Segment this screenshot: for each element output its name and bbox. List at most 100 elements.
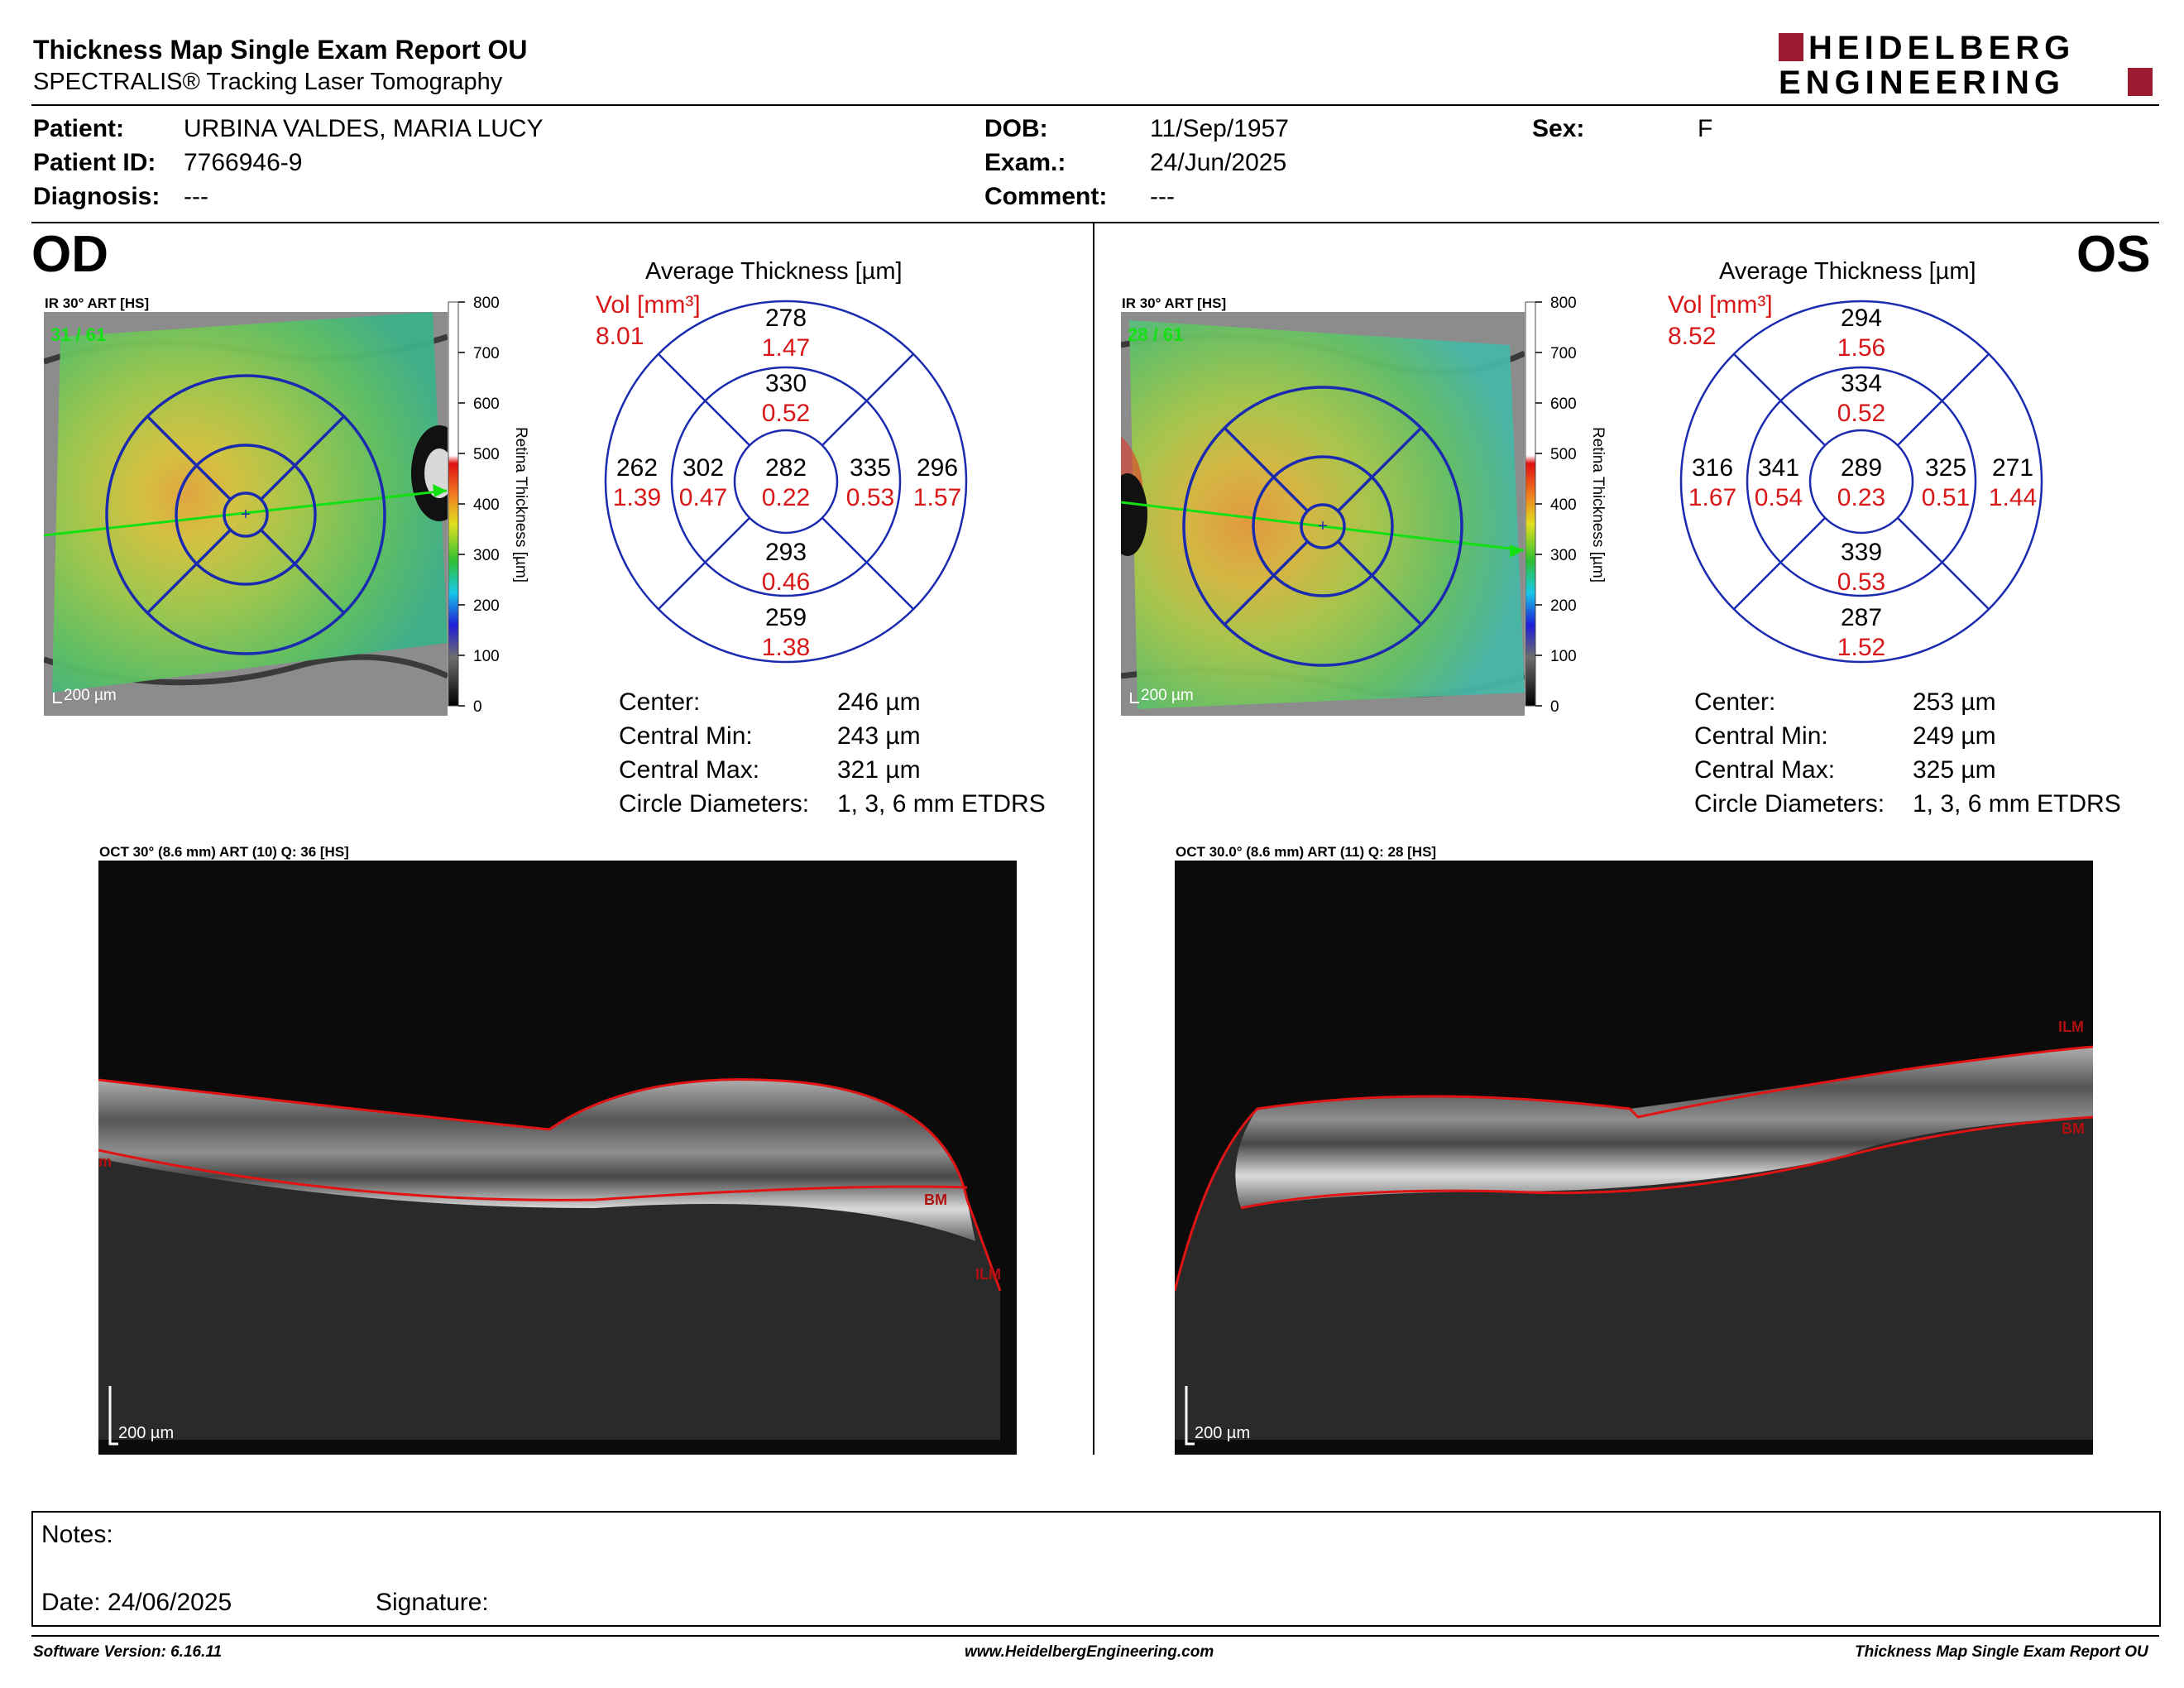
patient-name: URBINA VALDES, MARIA LUCY [184, 115, 544, 142]
cb-tick: 100 [1550, 648, 1577, 665]
heidelberg-logo: HEIDELBERG ENGINEERING [1779, 30, 2159, 104]
cb-tick: 100 [473, 648, 500, 665]
logo-line2: ENGINEERING [1779, 65, 2066, 101]
od-thickness-map: + 31 / 61 200 µm [44, 312, 448, 716]
dob-label: DOB: [984, 115, 1048, 142]
os-inner-left: 341 [1758, 454, 1799, 482]
header-divider [31, 104, 2159, 106]
os-stat-label: Center: [1694, 688, 1776, 716]
os-center: 289 [1841, 454, 1882, 482]
od-stat-value: 321 µm [837, 756, 921, 784]
os-vol-value: 8.52 [1668, 323, 1717, 350]
os-outer-right: 271 [1992, 454, 2033, 482]
os-stat-label: Central Min: [1694, 722, 1828, 750]
cb-tick: 700 [1550, 345, 1577, 362]
sex-label: Sex: [1532, 115, 1585, 142]
cb-tick: 200 [1550, 597, 1577, 615]
cb-tick: 0 [1550, 698, 1559, 716]
os-ir-label: IR 30° ART [HS] [1122, 295, 1227, 311]
os-inner-right: 325 [1925, 454, 1966, 482]
os-ir-scale: 200 µm [1141, 687, 1194, 704]
od-oct-scale: 200 µm [118, 1424, 174, 1442]
colorbar-title: Retina Thickness [µm] [512, 427, 529, 583]
od-inner-right: 335 [850, 454, 891, 482]
patient-id-label: Patient ID: [33, 149, 156, 176]
od-grid-title: Average Thickness [µm] [645, 258, 903, 285]
os-ir-overlay: 28 / 61 [1128, 324, 1183, 345]
software-version: Software Version: 6.16.11 [33, 1643, 223, 1661]
center-divider [1093, 223, 1094, 1455]
logo-square-top [1779, 33, 1803, 61]
cb-tick: 400 [473, 496, 500, 514]
os-outer-left-vol: 1.67 [1688, 484, 1736, 511]
os-outer-right-vol: 1.44 [1989, 484, 2037, 511]
cb-tick: 500 [473, 446, 500, 463]
od-inner-inf-vol: 0.46 [762, 568, 810, 596]
os-seg-bm: BM [2062, 1120, 2085, 1137]
notes-box[interactable]: Notes: Date: 24/06/2025 Signature: [31, 1511, 2161, 1627]
od-stat-label: Circle Diameters: [619, 790, 810, 818]
os-inner-sup-vol: 0.52 [1837, 400, 1885, 427]
od-outer-right: 296 [917, 454, 958, 482]
logo-square-bottom [2128, 68, 2153, 96]
os-seg-ilm: ILM [2058, 1019, 2084, 1035]
od-outer-inf-vol: 1.38 [762, 634, 810, 661]
os-vol-label: Vol [mm³] [1668, 291, 1773, 319]
svg-text:+: + [241, 506, 251, 524]
od-stat-value: 246 µm [837, 688, 921, 716]
website-link[interactable]: www.HeidelbergEngineering.com [965, 1643, 1214, 1661]
os-inner-right-vol: 0.51 [1922, 484, 1970, 511]
os-grid-title: Average Thickness [µm] [1719, 258, 1976, 285]
cb-tick: 500 [1550, 446, 1577, 463]
os-stat-label: Circle Diameters: [1694, 790, 1885, 818]
cb-tick: 600 [473, 396, 500, 413]
cb-tick: 700 [473, 345, 500, 362]
patient-label: Patient: [33, 115, 125, 142]
os-oct-label: OCT 30.0° (8.6 mm) ART (11) Q: 28 [HS] [1176, 844, 1437, 860]
signature-label: Signature: [376, 1589, 489, 1616]
footer-divider [31, 1635, 2159, 1637]
logo-line1: HEIDELBERG [1808, 30, 2076, 66]
os-inner-left-vol: 0.54 [1755, 484, 1803, 511]
notes-label: Notes: [41, 1521, 113, 1548]
report-title: Thickness Map Single Exam Report OU [33, 35, 528, 65]
cb-tick: 600 [1550, 396, 1577, 413]
comment-label: Comment: [984, 183, 1108, 210]
od-inner-left: 302 [682, 454, 724, 482]
od-inner-right-vol: 0.53 [846, 484, 894, 511]
od-seg-left: m [98, 1153, 112, 1170]
od-etdrs-grid: 278 1.47 330 0.52 262 1.39 302 0.47 282 … [604, 300, 968, 664]
od-colorbar: 800 700 600 500 400 300 200 100 0 Retina… [448, 295, 529, 716]
os-outer-inf: 287 [1841, 604, 1882, 631]
os-eye-label: OS [2076, 226, 2151, 283]
cb-tick: 300 [1550, 547, 1577, 564]
cb-tick: 200 [473, 597, 500, 615]
od-center-vol: 0.22 [762, 484, 810, 511]
od-stat-label: Center: [619, 688, 701, 716]
os-outer-left: 316 [1692, 454, 1733, 482]
od-stat-value: 1, 3, 6 mm ETDRS [837, 790, 1046, 818]
os-etdrs-grid: 294 1.56 334 0.52 316 1.67 341 0.54 289 … [1679, 300, 2043, 664]
cb-tick: 0 [473, 698, 482, 716]
os-outer-sup: 294 [1841, 305, 1882, 332]
od-oct-label: OCT 30° (8.6 mm) ART (10) Q: 36 [HS] [99, 844, 349, 860]
od-ir-overlay: 31 / 61 [50, 324, 106, 345]
od-center: 282 [765, 454, 807, 482]
os-colorbar: 800 700 600 500 400 300 200 100 0 Retina… [1525, 295, 1607, 716]
od-outer-left: 262 [616, 454, 658, 482]
od-oct-bscan: m BM ILM 200 µm [98, 861, 1017, 1455]
od-inner-sup-vol: 0.52 [762, 400, 810, 427]
patient-id: 7766946-9 [184, 149, 303, 176]
os-stat-value: 1, 3, 6 mm ETDRS [1913, 790, 2121, 818]
cb-tick: 400 [1550, 496, 1577, 514]
os-inner-inf-vol: 0.53 [1837, 568, 1885, 596]
os-outer-inf-vol: 1.52 [1837, 634, 1885, 661]
od-seg-bm: BM [924, 1192, 947, 1208]
od-stat-value: 243 µm [837, 722, 921, 750]
od-outer-sup-vol: 1.47 [762, 334, 810, 362]
os-stat-value: 253 µm [1913, 688, 1996, 716]
cb-tick: 800 [473, 295, 500, 312]
od-ir-scale: 200 µm [64, 687, 117, 704]
os-stat-value: 249 µm [1913, 722, 1996, 750]
footer-report-name: Thickness Map Single Exam Report OU [1855, 1643, 2148, 1661]
